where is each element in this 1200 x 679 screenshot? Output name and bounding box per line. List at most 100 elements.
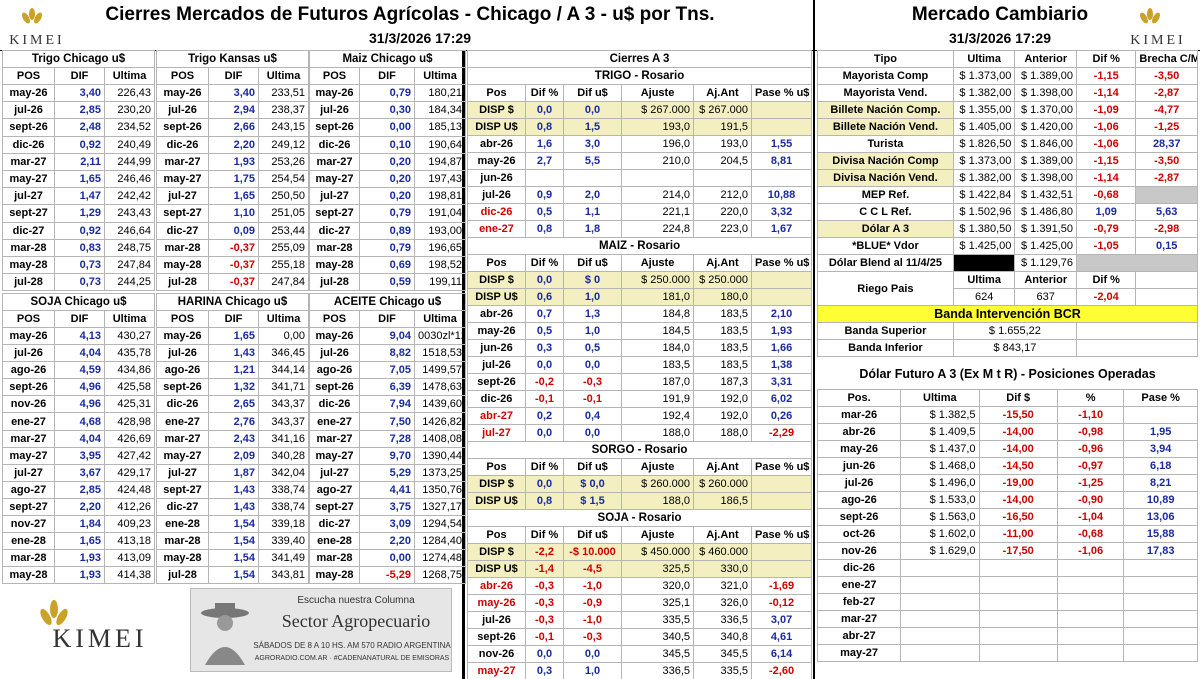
table-row: may-26 9,04 0030zl*12: [309, 326, 467, 346]
row-pase: [750, 101, 813, 119]
row-pct: -0,68: [1056, 525, 1125, 543]
table-title: ACEITE Chicago u$: [308, 293, 467, 311]
row-difus: $ 0: [563, 271, 622, 289]
row-ultima: 426,69: [104, 429, 155, 448]
row-ultima: 230,20: [103, 101, 156, 120]
row-difpct: -1,15: [1075, 152, 1137, 170]
row-position: dic-26: [309, 135, 360, 154]
table-row: abr-27 0,2 0,4 192,4 192,0 0,26: [467, 407, 813, 425]
table-row: dic-27 0,09 253,44: [156, 221, 310, 240]
col-header-ajant: Aj.Ant: [693, 458, 752, 476]
col-header-ultima: Ultima: [413, 67, 467, 85]
row-ultima: 414,38: [104, 566, 155, 585]
row-position: jul-27: [2, 187, 55, 206]
row-dif: 1,54: [208, 566, 259, 585]
row-ultima: 341,49: [258, 549, 309, 568]
col-header-pos: POS: [156, 310, 209, 328]
row-dif: 1,54: [208, 515, 259, 534]
col-header-ultima: Ultima: [104, 310, 155, 328]
row-difpct: -1,15: [1075, 67, 1137, 85]
row-difus: -1,0: [563, 611, 622, 629]
row-ajant: 321,0: [693, 577, 752, 595]
col-header-difus: Dif u$: [563, 458, 622, 476]
row-ajant: 191,5: [693, 118, 752, 136]
row-dif: -0,37: [208, 273, 259, 292]
col-header-pos: POS: [309, 310, 360, 328]
col-header-pos: POS: [309, 67, 360, 85]
table-row: mar-27 1,93 253,26: [156, 152, 310, 171]
row-pase: 6,02: [750, 390, 813, 408]
row-ultima: 1274,48: [413, 549, 467, 568]
row-position: sept-26: [816, 508, 902, 526]
table-row: ago-27 4,41 1350,76: [309, 480, 467, 499]
row-brecha: -1,25: [1135, 118, 1198, 136]
row-dif: 1,93: [54, 549, 105, 568]
row-pase: [1123, 406, 1198, 424]
row-position: mar-27: [2, 429, 55, 448]
row-dif: 0,59: [359, 273, 415, 292]
row-ultima: 251,05: [257, 204, 310, 223]
section-title-maiz: MAIZ - Rosario: [466, 237, 813, 255]
soja_chicago-table: SOJA Chicago u$ POS DIF Ultima may-26 4,13 430…: [2, 293, 155, 585]
row-ultima: 413,18: [104, 532, 155, 551]
row-ultima: 253,44: [257, 221, 310, 240]
row-difus: $ 1,5: [563, 492, 622, 510]
row-position: jun-26: [816, 457, 902, 475]
row-dif: 1,87: [208, 463, 259, 482]
table-row: jul-27 1,65 250,50: [156, 187, 310, 206]
row-ajuste: $ 267.000: [621, 101, 694, 119]
row-dif: 2,65: [208, 395, 259, 414]
row-difpct: 0,8: [525, 118, 564, 136]
row-position: jul-26: [2, 344, 55, 363]
row-pase: [750, 475, 813, 493]
row-position: jul-28: [309, 273, 360, 292]
row-dif: -0,37: [208, 255, 259, 275]
table-row: sept-27 1,43 338,74: [156, 480, 309, 499]
row-pct: -1,04: [1056, 508, 1125, 526]
radio-promo[interactable]: Escucha nuestra Columna Sector Agropecua…: [190, 588, 452, 672]
row-ultima: 409,23: [104, 515, 155, 534]
row-ultima: 425,58: [104, 378, 155, 397]
row-ajant: $ 260.000: [693, 475, 752, 493]
row-pase: 8,81: [750, 152, 813, 170]
row-position: jul-26: [156, 101, 209, 120]
row-difpct: -0,79: [1075, 220, 1137, 238]
banda-sup-value: $ 1.655,22: [952, 322, 1077, 340]
row-position: may-28: [2, 255, 55, 275]
row-ultima: 1294,54: [413, 515, 467, 534]
row-ultima: $ 1.373,00: [952, 67, 1016, 85]
row-position: may-27: [816, 644, 902, 662]
row-dif: 0,09: [208, 221, 259, 240]
banda-title: Banda Intervención BCR: [817, 305, 1198, 323]
row-ajuste: 336,5: [621, 662, 694, 679]
row-position: jun-26: [467, 339, 526, 357]
table-row: ene-27 4,68 428,98: [2, 412, 155, 431]
table-row: may-27: [816, 644, 1198, 662]
row-dif: 1,21: [208, 361, 259, 380]
table-row: jul-27 0,0 0,0 188,0 188,0 -2,29: [467, 424, 813, 442]
row-position: mar-28: [156, 238, 209, 257]
row-ultima: 244,99: [103, 152, 156, 171]
page-title: Cierres Mercados de Futuros Agrícolas - …: [105, 4, 715, 25]
row-dif: 1,65: [208, 326, 259, 346]
row-dif: 0,73: [54, 255, 105, 275]
row-ultima: 198,81: [413, 187, 467, 206]
row-difpct: 0,0: [525, 424, 564, 442]
row-ajuste: 184,5: [621, 322, 694, 340]
row-dif: 2,76: [208, 412, 259, 431]
table-row: ene-27 2,76 343,37: [156, 412, 309, 431]
table-row: *BLUE* Vdor $ 1.425,00 $ 1.425,00 -1,05 0,15: [817, 237, 1198, 255]
row-pase: [1123, 559, 1198, 577]
table-row: jul-27 1,47 242,42: [2, 187, 156, 206]
row-pase: [1123, 576, 1198, 594]
row-ultima: 255,09: [257, 238, 310, 257]
row-ultima: 428,98: [104, 412, 155, 431]
row-pase: 6,14: [750, 645, 813, 663]
row-pase: [1123, 627, 1198, 645]
futuro-header: Ultima: [900, 389, 980, 407]
row-dif: 3,40: [54, 83, 105, 103]
row-position: jul-26: [467, 186, 526, 204]
row-pase: 1,93: [750, 322, 813, 340]
row-difpct: 0,7: [525, 305, 564, 323]
col-header-pos: Pos: [467, 84, 526, 102]
